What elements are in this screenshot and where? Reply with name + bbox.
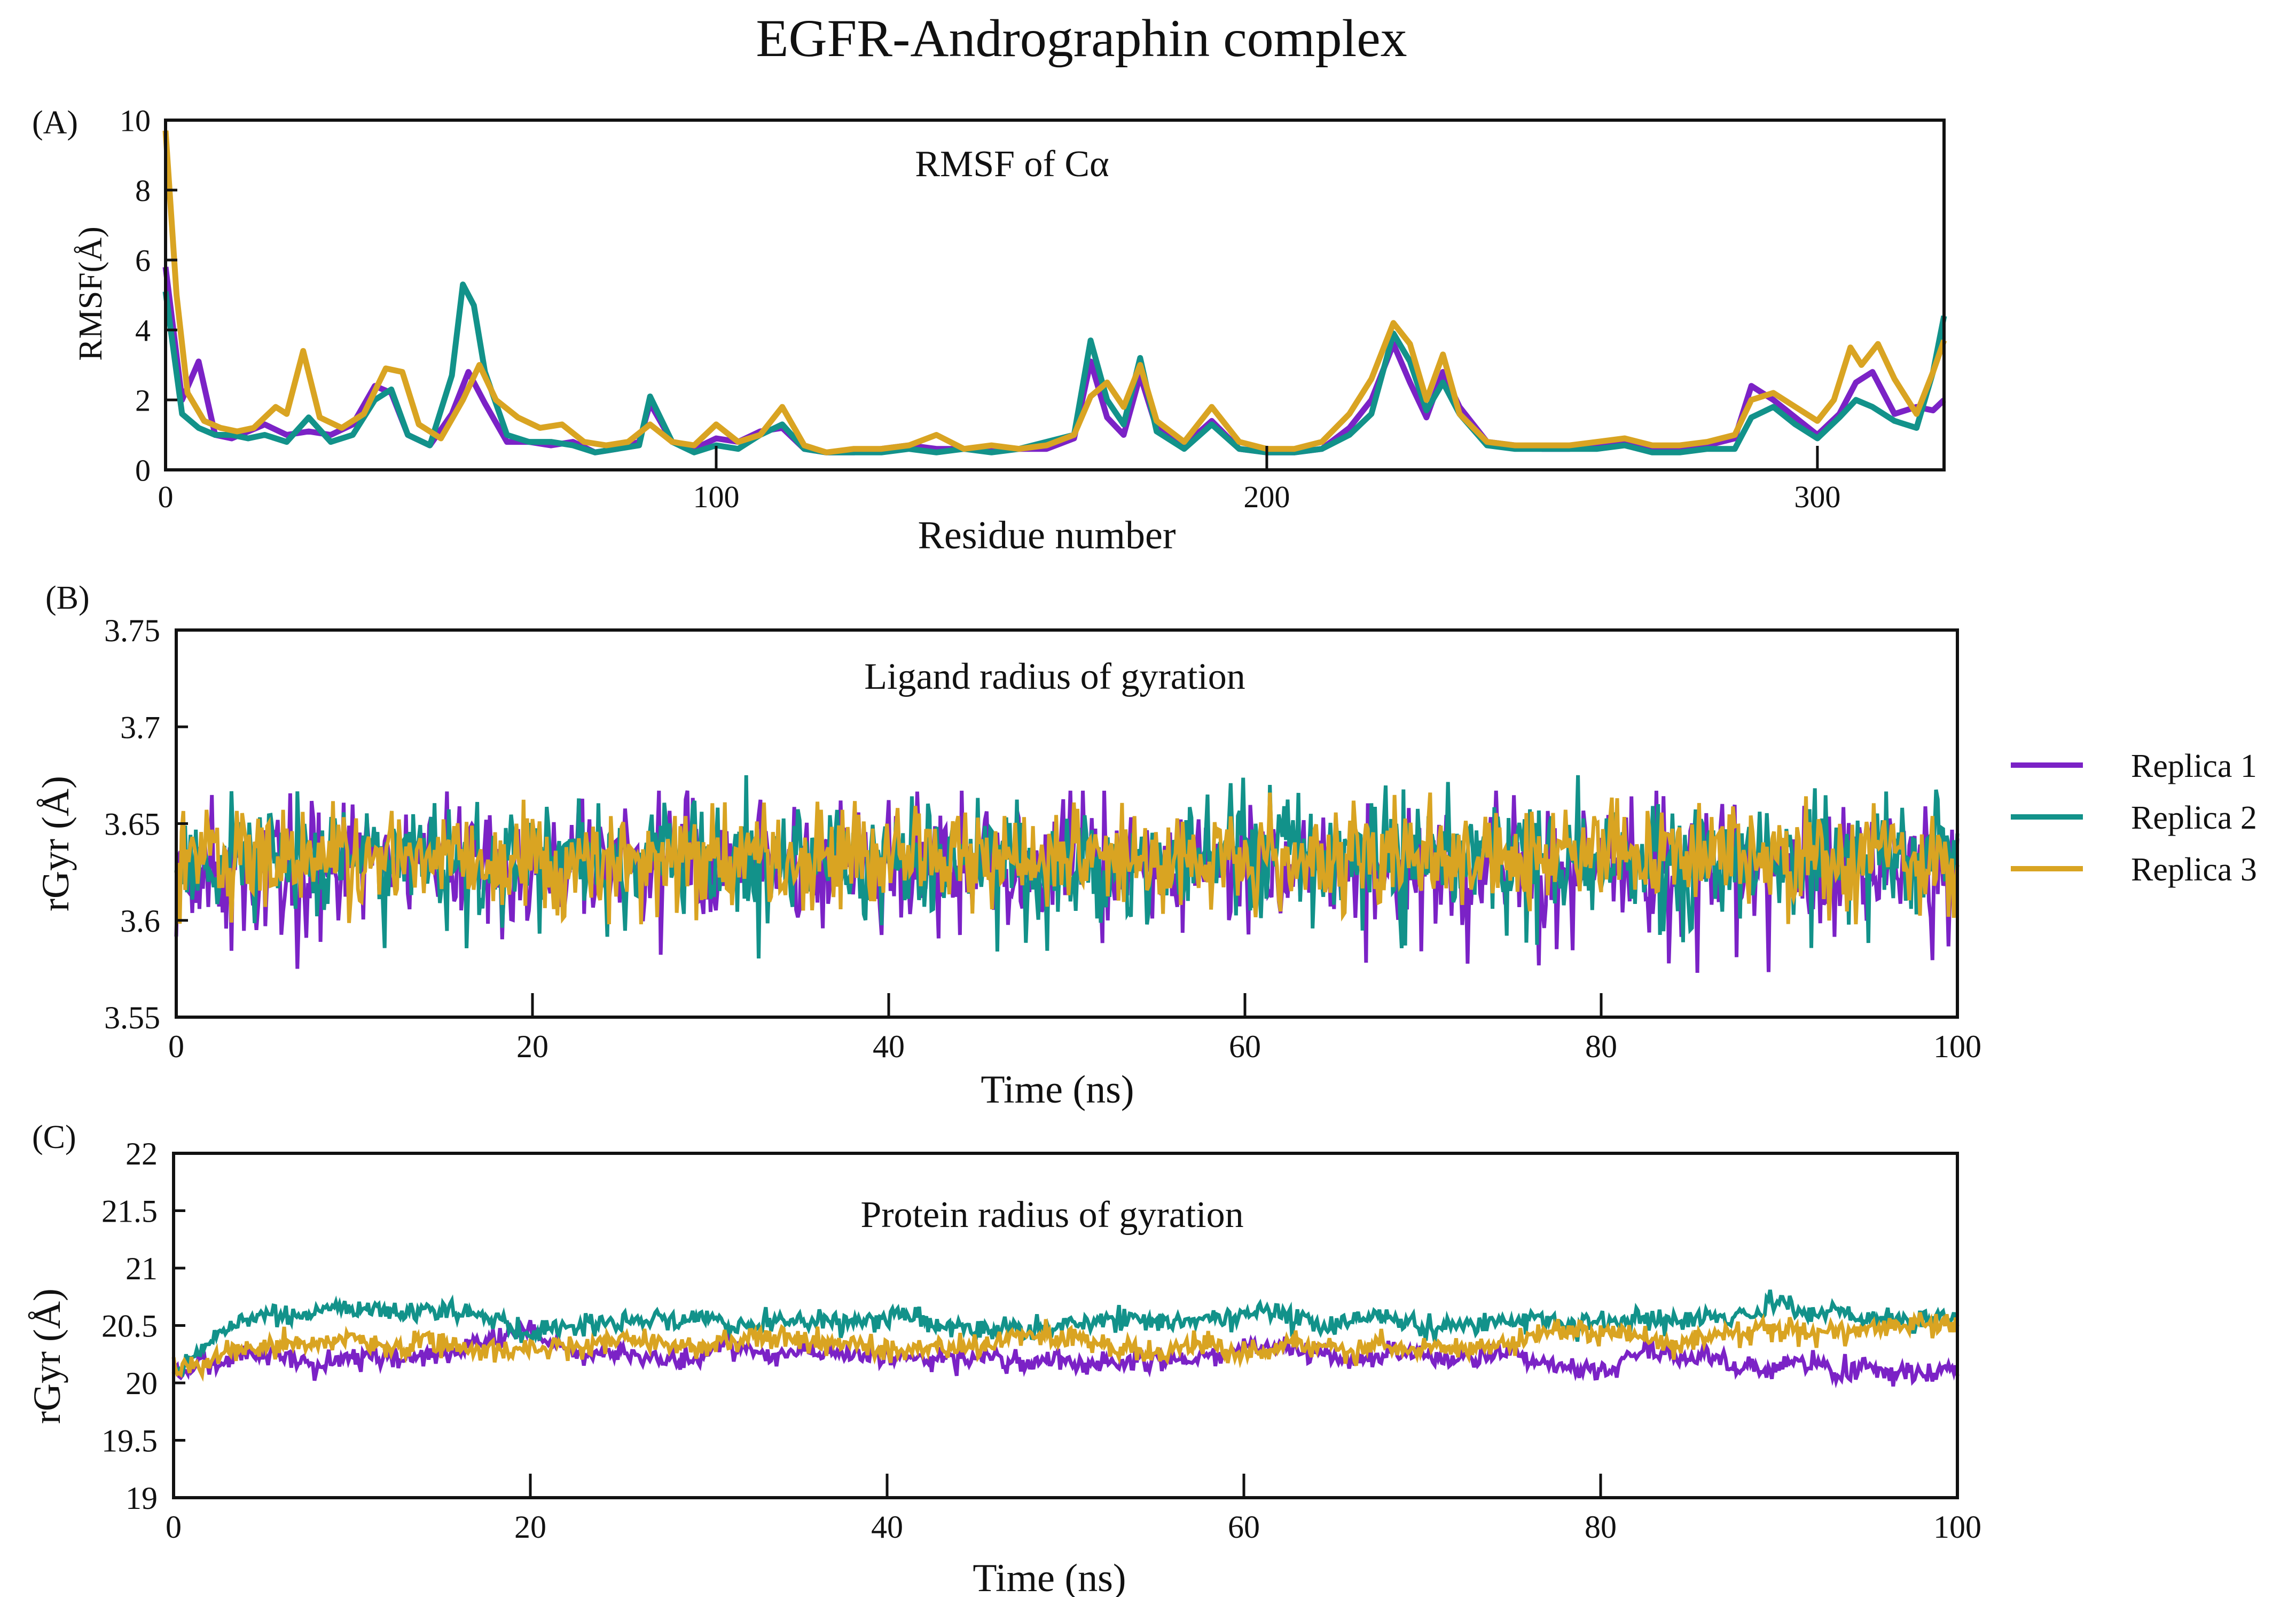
legend-item-replica-3: Replica 3 xyxy=(2011,852,2257,888)
x-tick-label: 100 xyxy=(1933,1029,1981,1064)
y-tick-label: 2 xyxy=(135,383,151,418)
legend-label-replica-3: Replica 3 xyxy=(2131,852,2257,888)
y-tick-label: 21.5 xyxy=(101,1194,158,1229)
panel-a-tick-layer: 0 100 200 300 0 2 4 6 8 10 xyxy=(120,103,1840,514)
y-tick-label: 19 xyxy=(126,1481,158,1516)
y-tick-label: 19.5 xyxy=(101,1423,158,1459)
x-tick-label: 100 xyxy=(693,479,739,514)
x-tick-label: 40 xyxy=(873,1029,905,1064)
y-tick-label: 20 xyxy=(126,1366,158,1401)
rmsf-line-replica-3 xyxy=(162,130,1947,455)
panel-b-xlabel: Time (ns) xyxy=(981,1068,1134,1112)
y-tick-label: 6 xyxy=(135,243,151,278)
x-tick-label: 300 xyxy=(1794,479,1840,514)
y-tick-label: 3.7 xyxy=(120,710,160,745)
y-tick-label: 3.6 xyxy=(120,903,160,939)
x-tick-label: 0 xyxy=(158,479,174,514)
x-tick-label: 0 xyxy=(166,1509,182,1545)
y-tick-label: 0 xyxy=(135,453,151,487)
panel-c-ylabel: rGyr (Å) xyxy=(26,1288,68,1424)
legend-label-replica-1: Replica 1 xyxy=(2131,748,2257,784)
panel-c-label: (C) xyxy=(32,1119,76,1155)
panel-b: (B) Ligand radius of gyration Time (ns) … xyxy=(34,580,1981,1112)
y-tick-label: 3.55 xyxy=(104,1000,160,1035)
panel-c-tick-layer: 0 20 40 60 80 100 19 19.5 20 20.5 21 21.5 22 xyxy=(101,1136,1981,1545)
legend-label-replica-2: Replica 2 xyxy=(2131,800,2257,836)
panel-c-series-layer xyxy=(171,1289,1960,1389)
x-tick-label: 20 xyxy=(514,1509,546,1545)
ligand-rgyr-line-replica-3 xyxy=(174,792,1960,925)
y-tick-label: 3.65 xyxy=(104,807,160,842)
legend-item-replica-2: Replica 2 xyxy=(2011,800,2257,836)
protein-rgyr-line-replica-2 xyxy=(171,1289,1959,1377)
panel-c-xlabel: Time (ns) xyxy=(973,1556,1126,1597)
figure-title: EGFR-Andrographin complex xyxy=(756,9,1407,68)
y-tick-label: 20.5 xyxy=(101,1309,158,1344)
x-tick-label: 80 xyxy=(1585,1029,1617,1064)
panel-b-frame xyxy=(175,628,1959,1019)
panel-a-label: (A) xyxy=(32,105,78,141)
y-tick-label: 21 xyxy=(126,1251,158,1286)
x-tick-label: 100 xyxy=(1933,1509,1981,1545)
x-tick-label: 20 xyxy=(516,1029,548,1064)
panel-a-series-layer xyxy=(162,130,1947,455)
panel-b-title: Ligand radius of gyration xyxy=(864,656,1245,697)
panel-a-xlabel: Residue number xyxy=(918,514,1176,557)
x-tick-label: 0 xyxy=(168,1029,184,1064)
panel-a-frame xyxy=(164,119,1946,471)
panel-a: (A) RMSF of Cα Residue number RMSF(Å) 0 1… xyxy=(32,103,1947,557)
x-tick-label: 60 xyxy=(1228,1509,1260,1545)
x-tick-label: 80 xyxy=(1585,1509,1617,1545)
legend: Replica 1 Replica 2 Replica 3 xyxy=(2011,748,2257,888)
panel-c: (C) Protein radius of gyration Time (ns)… xyxy=(26,1119,1981,1597)
legend-item-replica-1: Replica 1 xyxy=(2011,748,2257,784)
x-tick-label: 60 xyxy=(1229,1029,1261,1064)
y-tick-label: 8 xyxy=(135,173,151,208)
panel-c-frame xyxy=(172,1152,1959,1499)
panel-a-title: RMSF of Cα xyxy=(915,144,1109,185)
panel-b-label: (B) xyxy=(45,580,90,616)
y-tick-label: 3.75 xyxy=(104,613,160,648)
panel-b-series-layer xyxy=(174,775,1960,973)
y-tick-label: 10 xyxy=(120,103,151,138)
panel-b-ylabel: rGyr (Å) xyxy=(34,776,77,911)
x-tick-label: 40 xyxy=(871,1509,903,1545)
panel-c-title: Protein radius of gyration xyxy=(860,1194,1243,1236)
y-tick-label: 4 xyxy=(135,313,151,348)
y-tick-label: 22 xyxy=(126,1136,158,1171)
x-tick-label: 200 xyxy=(1243,479,1290,514)
panel-a-ylabel: RMSF(Å) xyxy=(73,226,109,361)
protein-rgyr-line-replica-3 xyxy=(171,1311,1960,1382)
